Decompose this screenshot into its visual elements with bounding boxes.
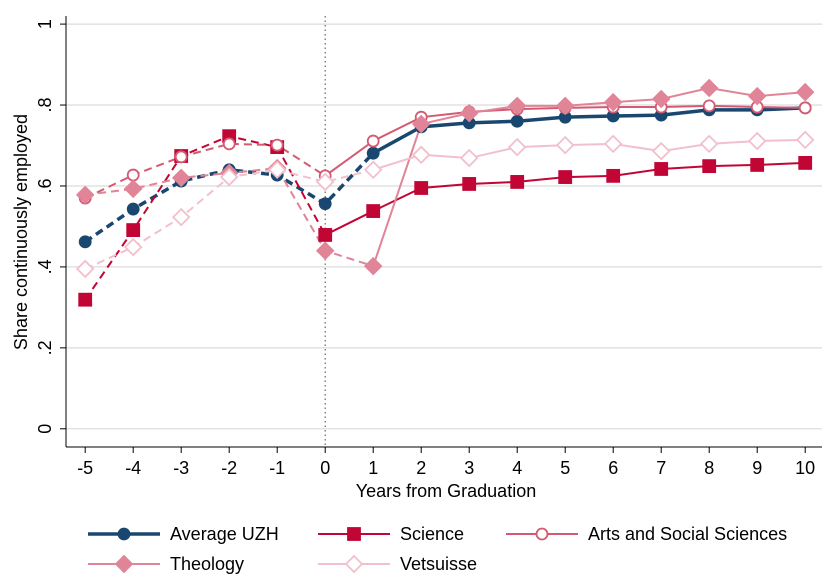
marker	[507, 96, 527, 116]
marker	[555, 135, 575, 155]
marker	[270, 138, 284, 152]
y-tick-label: .6	[35, 178, 55, 193]
x-tick-label: -5	[77, 458, 93, 478]
legend-marker	[114, 554, 134, 574]
marker	[558, 170, 573, 184]
marker	[174, 150, 188, 164]
marker	[606, 168, 621, 183]
y-tick-label: .2	[35, 340, 55, 355]
marker	[459, 148, 479, 168]
x-tick-label: 4	[512, 458, 522, 478]
x-tick-label: -1	[269, 458, 285, 478]
legend-marker	[344, 554, 364, 574]
legend-label: Arts and Social Sciences	[588, 524, 787, 544]
marker	[318, 228, 333, 242]
marker	[126, 223, 141, 237]
x-tick-label: -4	[125, 458, 141, 478]
marker	[411, 114, 431, 134]
marker	[366, 204, 381, 218]
x-tick-label: -2	[221, 458, 237, 478]
marker	[366, 146, 380, 160]
marker	[363, 160, 383, 180]
series-line	[372, 138, 806, 171]
marker	[75, 259, 95, 279]
marker	[702, 99, 716, 113]
marker	[603, 92, 623, 112]
x-tick-label: 10	[795, 458, 815, 478]
marker	[363, 256, 383, 276]
plot-area	[66, 16, 822, 447]
y-tick-label: 0	[35, 424, 55, 434]
marker	[171, 207, 191, 227]
marker	[510, 114, 524, 128]
marker	[459, 103, 479, 123]
marker	[651, 141, 671, 161]
marker	[123, 179, 143, 199]
marker	[414, 181, 429, 195]
y-tick-label: .8	[35, 98, 55, 113]
series-line	[84, 135, 327, 301]
x-tick-label: 1	[368, 458, 378, 478]
marker	[699, 78, 719, 98]
marker	[795, 130, 815, 150]
marker	[171, 168, 191, 188]
marker	[510, 175, 525, 189]
marker	[654, 162, 669, 176]
marker	[315, 172, 335, 192]
marker	[123, 237, 143, 257]
series-line	[84, 142, 326, 200]
legend-label: Theology	[170, 554, 244, 574]
x-tick-label: 6	[608, 458, 618, 478]
legend-label: Vetsuisse	[400, 554, 477, 574]
marker	[651, 89, 671, 109]
marker	[750, 158, 765, 172]
x-tick-label: -3	[173, 458, 189, 478]
legend-label: Science	[400, 524, 464, 544]
legend-label: Average UZH	[170, 524, 279, 544]
marker	[411, 145, 431, 165]
marker	[318, 197, 332, 211]
marker	[507, 137, 527, 157]
x-tick-label: 8	[704, 458, 714, 478]
x-tick-label: 2	[416, 458, 426, 478]
marker	[222, 137, 236, 151]
x-tick-label: 5	[560, 458, 570, 478]
x-tick-label: 3	[464, 458, 474, 478]
marker	[699, 134, 719, 154]
y-axis-title: Share continuously employed	[11, 114, 31, 350]
x-tick-label: 7	[656, 458, 666, 478]
marker	[267, 160, 287, 180]
marker	[798, 156, 813, 170]
series-line	[372, 106, 806, 155]
legend: Average UZH Science Arts and Social Scienc…	[88, 524, 787, 574]
marker	[798, 101, 812, 115]
marker	[78, 235, 92, 249]
marker	[555, 96, 575, 116]
marker	[603, 134, 623, 154]
marker	[219, 167, 239, 187]
marker	[795, 82, 815, 102]
marker	[747, 86, 767, 106]
marker	[126, 168, 140, 182]
x-tick-label: 0	[320, 458, 330, 478]
marker	[366, 134, 380, 148]
marker	[78, 292, 93, 307]
marker	[462, 177, 477, 191]
marker	[315, 241, 335, 260]
marker	[702, 159, 717, 174]
legend-marker	[347, 527, 361, 541]
x-axis-title: Years from Graduation	[356, 481, 536, 501]
marker	[126, 202, 140, 216]
y-tick-label: .4	[35, 259, 55, 274]
marker	[75, 185, 95, 205]
y-tick-label: 1	[35, 19, 55, 29]
series-line	[372, 87, 806, 267]
x-tick-label: 9	[752, 458, 762, 478]
legend-marker	[117, 527, 131, 541]
marker	[747, 131, 767, 151]
legend-marker	[535, 527, 549, 541]
